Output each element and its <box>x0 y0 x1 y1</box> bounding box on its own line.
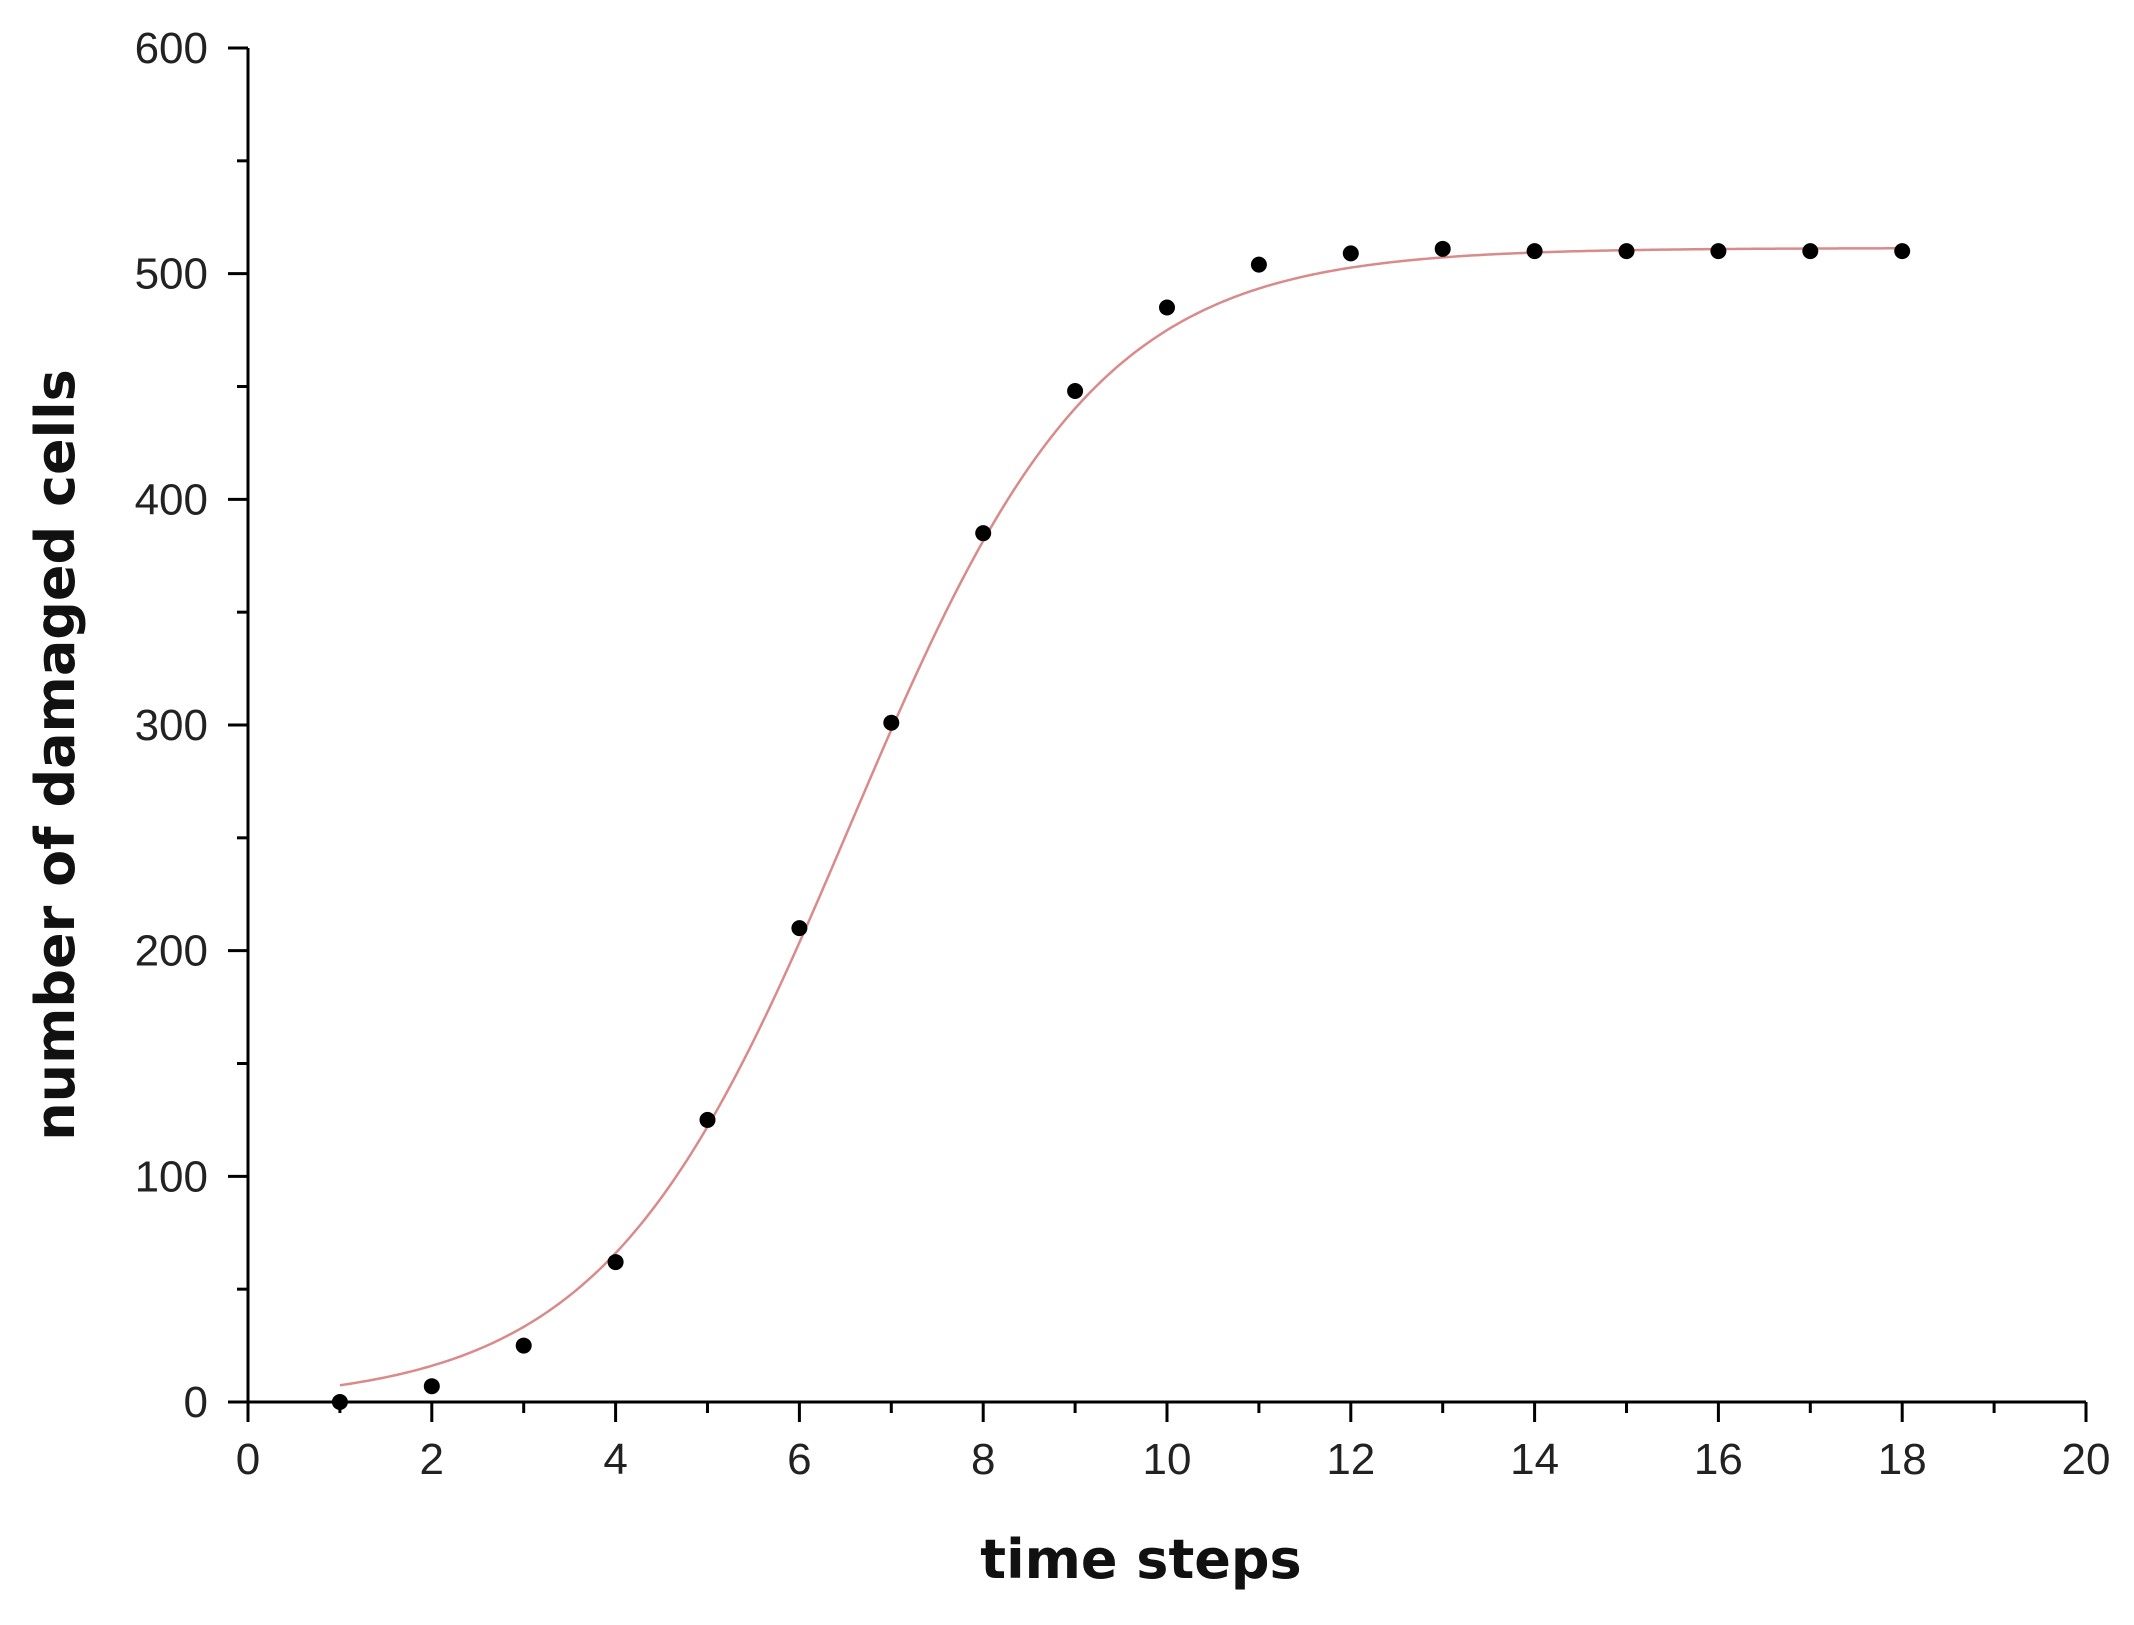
y-tick-label: 100 <box>135 1152 208 1201</box>
y-tick-label: 0 <box>184 1378 208 1427</box>
data-point <box>607 1254 624 1271</box>
x-tick-label: 16 <box>1694 1435 1743 1484</box>
data-point <box>1526 243 1543 260</box>
data-point <box>331 1394 348 1410</box>
data-point <box>791 920 808 937</box>
data-point <box>1894 243 1911 260</box>
data-point <box>1618 243 1635 260</box>
y-axis-title: number of damaged cells <box>24 369 87 1141</box>
y-tick-labels: 0 100 200 300 400 500 600 <box>135 24 208 1427</box>
x-tick-label: 18 <box>1878 1435 1927 1484</box>
x-tick-label: 0 <box>236 1435 260 1484</box>
data-point <box>1342 245 1359 262</box>
fit-curve-path <box>339 247 1903 1387</box>
x-tick-label: 8 <box>971 1435 995 1484</box>
x-tick-label: 2 <box>420 1435 444 1484</box>
data-point <box>1434 240 1451 257</box>
plot-area: 0 2 4 6 8 10 12 14 16 18 20 0 100 200 300 400 500 600 <box>135 24 2111 1484</box>
data-point <box>1067 383 1084 400</box>
fit-curve <box>339 247 1903 1387</box>
y-tick-label: 200 <box>135 927 208 976</box>
x-tick-labels: 0 2 4 6 8 10 12 14 16 18 20 <box>236 1435 2111 1484</box>
data-points <box>331 240 1911 1410</box>
data-point <box>699 1111 716 1128</box>
x-tick-label: 10 <box>1143 1435 1192 1484</box>
x-tick-label: 12 <box>1326 1435 1375 1484</box>
y-tick-label: 600 <box>135 24 208 73</box>
x-axis-title: time steps <box>980 1528 1301 1591</box>
x-tick-label: 6 <box>787 1435 811 1484</box>
y-tick-label: 400 <box>135 475 208 524</box>
data-point <box>1710 243 1727 260</box>
y-major-ticks <box>228 46 248 1404</box>
x-major-ticks <box>246 1402 2088 1422</box>
data-point <box>1802 243 1819 260</box>
data-point <box>423 1378 440 1395</box>
x-tick-label: 14 <box>1510 1435 1559 1484</box>
data-point <box>515 1337 532 1354</box>
data-point <box>1159 299 1175 316</box>
data-point <box>883 714 900 731</box>
x-tick-label: 4 <box>603 1435 627 1484</box>
data-point <box>975 525 992 542</box>
y-tick-label: 300 <box>135 701 208 750</box>
y-tick-label: 500 <box>135 250 208 299</box>
x-tick-label: 20 <box>2062 1435 2111 1484</box>
y-minor-ticks <box>237 159 248 1291</box>
data-point <box>1250 256 1267 273</box>
